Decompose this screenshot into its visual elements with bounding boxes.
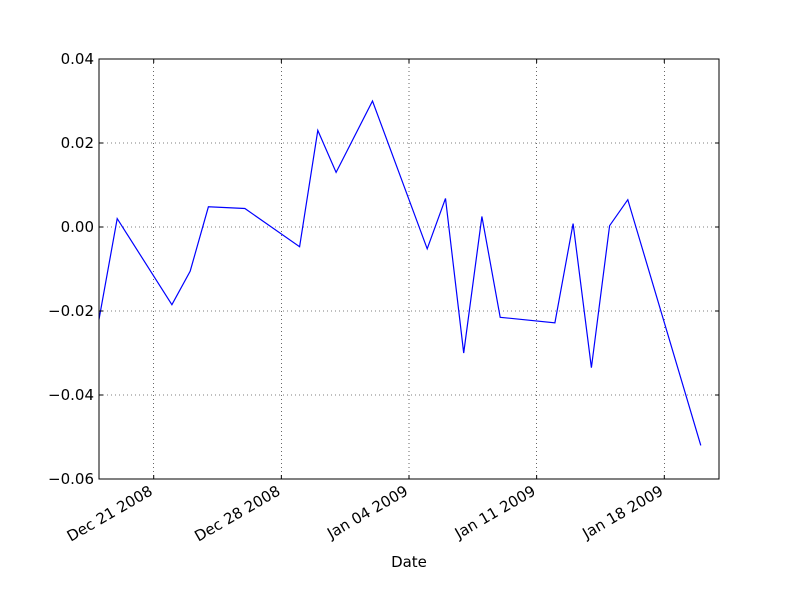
x-axis-label: Date xyxy=(391,553,427,571)
series-line xyxy=(98,99,702,446)
plot-background xyxy=(99,59,719,479)
grid xyxy=(99,59,719,479)
x-tick-label: Dec 28 2008 xyxy=(191,482,283,546)
y-tick-label: −0.02 xyxy=(48,302,94,320)
y-tick-label: 0.00 xyxy=(61,218,94,236)
x-tick-label: Dec 21 2008 xyxy=(64,482,156,546)
y-tick-label: −0.06 xyxy=(48,470,94,488)
ticks xyxy=(99,58,719,480)
y-tick-label: 0.02 xyxy=(61,134,94,152)
y-tick-label: −0.04 xyxy=(48,386,94,404)
x-tick-label: Jan 04 2009 xyxy=(323,482,411,543)
y-tick-label: 0.04 xyxy=(61,50,94,68)
x-tick-label: Jan 11 2009 xyxy=(451,482,539,543)
x-tick-label: Jan 18 2009 xyxy=(579,482,667,543)
